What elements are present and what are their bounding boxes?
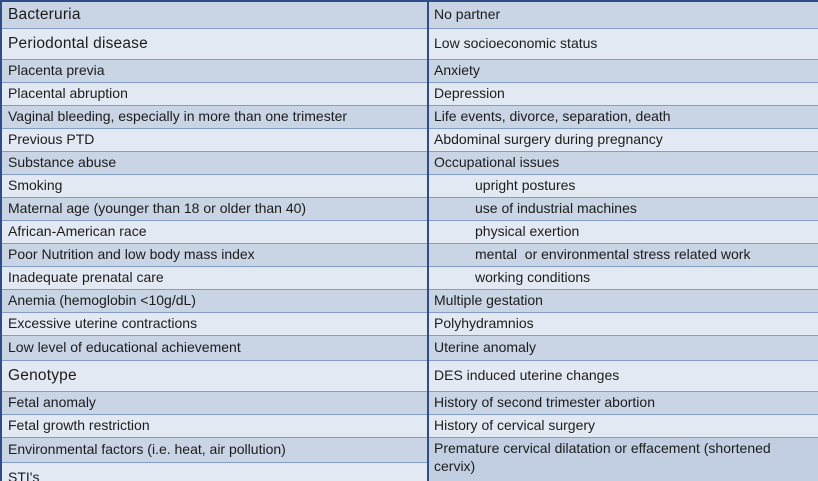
risk-factor-cell: Placenta previa xyxy=(1,59,428,83)
table-row: Placenta previa Anxiety xyxy=(1,59,818,83)
risk-factor-cell: Fetal anomaly xyxy=(1,391,428,415)
risk-factor-cell: Maternal age (younger than 18 or older t… xyxy=(1,197,428,221)
table-row: Fetal anomaly History of second trimeste… xyxy=(1,391,818,415)
table-row: Inadequate prenatal care working conditi… xyxy=(1,266,818,290)
risk-factor-cell: Smoking xyxy=(1,174,428,198)
risk-factor-cell: Occupational issues xyxy=(427,151,818,175)
risk-factor-cell: History of second trimester abortion xyxy=(427,391,818,415)
risk-factor-cell: Periodontal disease xyxy=(1,28,428,60)
table-row: Environmental factors (i.e. heat, air po… xyxy=(1,437,818,481)
risk-factor-cell: mental or environmental stress related w… xyxy=(427,243,818,267)
risk-factor-cell-merged: Premature cervical dilatation or effacem… xyxy=(427,437,818,481)
table-row: Bacteruria No partner xyxy=(1,0,818,29)
table-row: Fetal growth restriction History of cerv… xyxy=(1,414,818,438)
table-row: Anemia (hemoglobin <10g/dL) Multiple ges… xyxy=(1,289,818,313)
risk-factor-cell: Anemia (hemoglobin <10g/dL) xyxy=(1,289,428,313)
risk-factor-cell: physical exertion xyxy=(427,220,818,244)
risk-factor-cell: Multiple gestation xyxy=(427,289,818,313)
risk-factor-cell: Placental abruption xyxy=(1,82,428,106)
table-row: Previous PTD Abdominal surgery during pr… xyxy=(1,128,818,152)
table-row: STI's xyxy=(1,462,818,481)
risk-factor-cell: History of cervical surgery xyxy=(427,414,818,438)
risk-factor-cell: working conditions xyxy=(427,266,818,290)
table-row: Excessive uterine contractions Polyhydra… xyxy=(1,312,818,336)
risk-factor-cell: No partner xyxy=(427,0,818,29)
risk-factor-cell: Depression xyxy=(427,82,818,106)
risk-factor-cell: African-American race xyxy=(1,220,428,244)
table-row: Substance abuse Occupational issues xyxy=(1,151,818,175)
risk-factor-cell: Substance abuse xyxy=(1,151,428,175)
risk-factor-cell: Low level of educational achievement xyxy=(1,335,428,361)
risk-factor-cell: Vaginal bleeding, especially in more tha… xyxy=(1,105,428,129)
risk-factor-cell: Inadequate prenatal care xyxy=(1,266,428,290)
risk-factor-cell: Poor Nutrition and low body mass index xyxy=(1,243,428,267)
table-row: Smoking upright postures xyxy=(1,174,818,198)
risk-factor-cell: Fetal growth restriction xyxy=(1,414,428,438)
risk-factor-cell: Genotype xyxy=(1,360,428,392)
risk-factor-cell: DES induced uterine changes xyxy=(427,360,818,392)
table-row: Periodontal disease Low socioeconomic st… xyxy=(1,28,818,60)
risk-factor-cell: Life events, divorce, separation, death xyxy=(427,105,818,129)
table-row: Genotype DES induced uterine changes xyxy=(1,360,818,392)
risk-factor-cell: Uterine anomaly xyxy=(427,335,818,361)
table-row: Maternal age (younger than 18 or older t… xyxy=(1,197,818,221)
risk-factor-cell: Excessive uterine contractions xyxy=(1,312,428,336)
table-row: Low level of educational achievement Ute… xyxy=(1,335,818,361)
risk-factor-cell: Environmental factors (i.e. heat, air po… xyxy=(1,437,428,463)
table-row: Poor Nutrition and low body mass index m… xyxy=(1,243,818,267)
risk-factor-cell: Bacteruria xyxy=(1,0,428,29)
risk-factor-cell: Polyhydramnios xyxy=(427,312,818,336)
risk-factor-cell: Low socioeconomic status xyxy=(427,28,818,60)
risk-factor-cell: STI's xyxy=(1,462,428,481)
risk-factor-cell: Anxiety xyxy=(427,59,818,83)
table-row: Vaginal bleeding, especially in more tha… xyxy=(1,105,818,129)
risk-factor-cell: upright postures xyxy=(427,174,818,198)
risk-factor-cell: use of industrial machines xyxy=(427,197,818,221)
risk-factor-cell: Previous PTD xyxy=(1,128,428,152)
table-row: Placental abruption Depression xyxy=(1,82,818,106)
risk-factor-cell: Abdominal surgery during pregnancy xyxy=(427,128,818,152)
table-row: African-American race physical exertion xyxy=(1,220,818,244)
